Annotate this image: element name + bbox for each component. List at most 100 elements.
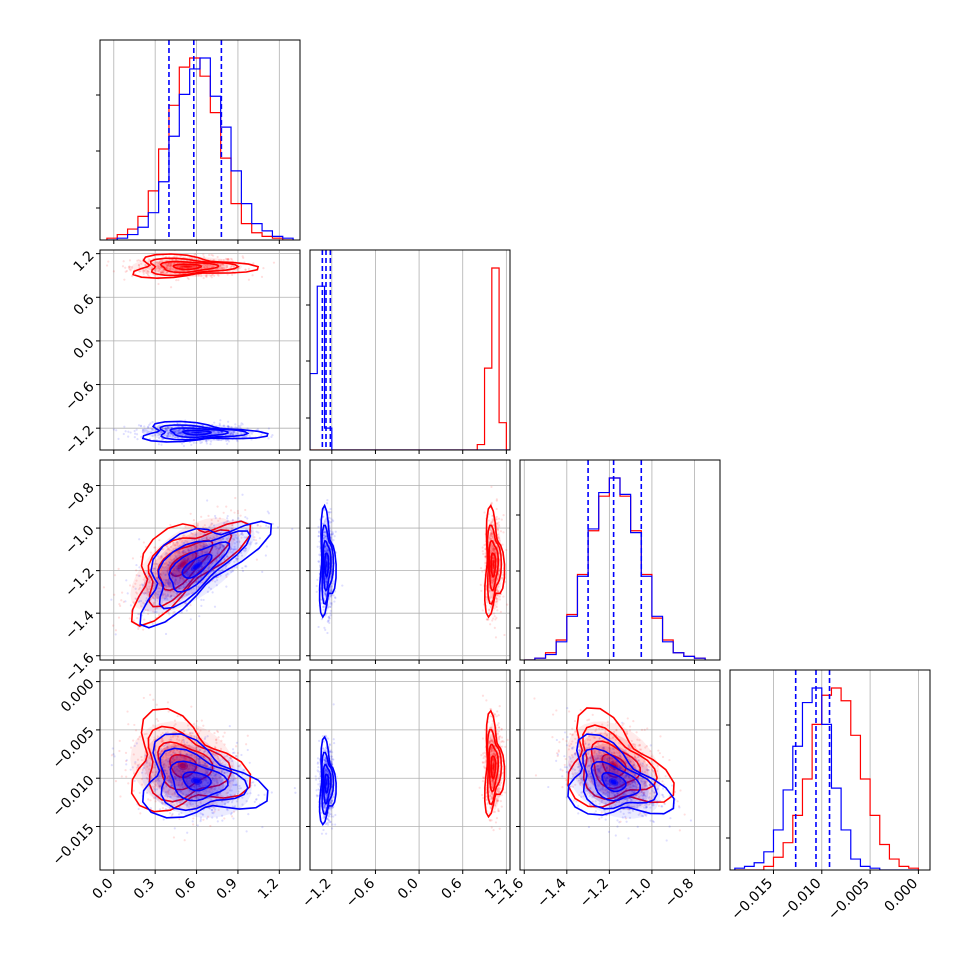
- scatter-point: [491, 581, 495, 585]
- scatter-point: [158, 424, 161, 427]
- scatter-point: [215, 781, 219, 784]
- scatter-point: [497, 523, 501, 527]
- scatter-point: [166, 264, 169, 268]
- scatter-point: [166, 580, 169, 583]
- scatter-point: [164, 553, 167, 556]
- scatter-point: [168, 259, 171, 262]
- scatter-point: [482, 552, 485, 556]
- scatter-point: [496, 598, 499, 601]
- scatter-point: [186, 559, 189, 562]
- scatter-point: [204, 263, 207, 267]
- scatter-point: [175, 573, 178, 577]
- scatter-point: [179, 772, 182, 775]
- scatter-point: [155, 606, 158, 609]
- scatter-point: [182, 577, 185, 580]
- scatter-point: [174, 431, 177, 434]
- scatter-point: [167, 751, 170, 755]
- scatter-point: [142, 541, 145, 544]
- scatter-point: [210, 276, 213, 279]
- scatter-point: [173, 436, 176, 440]
- scatter-point: [194, 786, 197, 790]
- scatter-point: [220, 439, 223, 442]
- scatter-point: [177, 783, 180, 786]
- scatter-point: [491, 549, 495, 552]
- scatter-point: [486, 618, 489, 621]
- scatter-point: [169, 558, 172, 561]
- scatter-point: [165, 597, 168, 600]
- scatter-point: [236, 537, 239, 540]
- scatter-point: [152, 567, 155, 570]
- histogram-panel: −0.015 −0.010 −0.005 0.000: [726, 669, 931, 923]
- scatter-point: [231, 527, 234, 530]
- scatter-point: [185, 778, 189, 781]
- scatter-point: [219, 561, 222, 565]
- scatter-point: [493, 550, 496, 554]
- scatter-point: [497, 572, 500, 575]
- scatter-point: [230, 258, 234, 261]
- scatter-point: [166, 594, 169, 597]
- scatter-point: [488, 536, 491, 539]
- scatter-point: [228, 534, 231, 537]
- scatter-point: [189, 604, 192, 607]
- scatter-point: [496, 533, 499, 536]
- scatter-point: [156, 267, 159, 270]
- scatter-point: [144, 263, 147, 266]
- scatter-point: [147, 270, 150, 273]
- scatter-point: [205, 440, 208, 443]
- scatter-point: [329, 590, 332, 593]
- scatter-point: [230, 426, 233, 429]
- scatter-point: [129, 269, 132, 272]
- scatter-point: [170, 264, 173, 267]
- scatter-point: [197, 559, 200, 562]
- scatter-point: [196, 551, 199, 554]
- scatter-point: [171, 258, 174, 261]
- scatter-point: [246, 748, 249, 752]
- scatter-point: [182, 586, 186, 589]
- scatter-point: [216, 536, 219, 539]
- scatter-point: [177, 776, 180, 780]
- scatter-point: [483, 555, 486, 558]
- scatter-point: [164, 632, 168, 636]
- scatter-point: [132, 789, 135, 792]
- scatter-point: [325, 578, 328, 581]
- scatter-point: [325, 549, 328, 552]
- scatter-point: [158, 539, 161, 542]
- contour-line: [169, 427, 229, 439]
- scatter-point: [167, 434, 170, 438]
- scatter-point: [136, 259, 139, 262]
- scatter-point: [486, 601, 489, 604]
- scatter-point: [317, 560, 320, 563]
- scatter-point: [155, 703, 158, 706]
- scatter-point: [202, 818, 205, 821]
- scatter-point: [136, 438, 139, 441]
- scatter-point: [166, 590, 170, 593]
- scatter-point: [230, 426, 233, 429]
- scatter-point: [195, 784, 198, 787]
- scatter-point: [127, 782, 130, 785]
- scatter-point: [329, 517, 332, 520]
- scatter-point: [197, 585, 200, 588]
- scatter-point: [124, 266, 127, 269]
- scatter-point: [169, 523, 172, 527]
- scatter-point: [188, 574, 191, 578]
- scatter-point: [157, 282, 160, 286]
- scatter-point: [144, 267, 148, 271]
- scatter-point: [190, 548, 193, 551]
- scatter-point: [179, 538, 183, 541]
- scatter-point: [322, 530, 326, 533]
- scatter-point: [155, 576, 158, 579]
- scatter-point: [180, 596, 183, 599]
- scatter-point: [214, 516, 217, 520]
- scatter-point: [328, 621, 331, 625]
- scatter-point: [329, 594, 332, 597]
- scatter-point: [164, 574, 167, 577]
- scatter-point: [497, 585, 500, 588]
- scatter-point: [239, 514, 242, 517]
- scatter-point: [490, 576, 493, 580]
- scatter-point: [334, 530, 337, 533]
- scatter-point: [183, 569, 186, 573]
- scatter-point: [182, 444, 186, 448]
- scatter-point: [231, 432, 234, 436]
- scatter-point: [185, 540, 188, 543]
- scatter-point: [196, 791, 200, 795]
